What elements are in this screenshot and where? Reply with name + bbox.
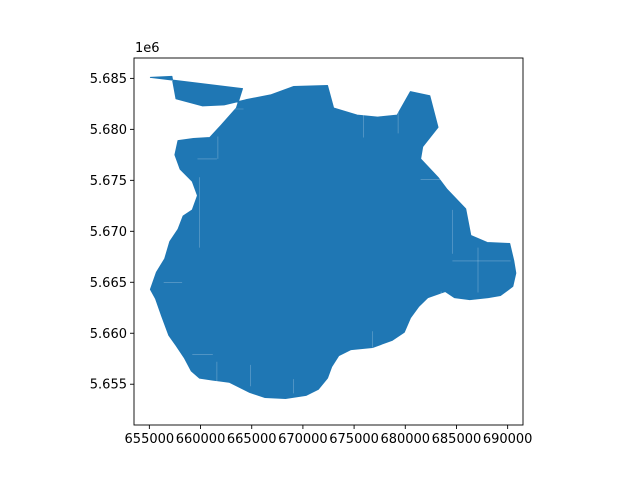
y-offset-label: 1e6 [135,41,160,56]
plot-layer [149,75,517,399]
y-tick-label: 5.660 [90,327,127,342]
region-polygon [149,75,517,399]
x-tick-label: 655000 [125,432,175,447]
x-tick-label: 675000 [329,432,379,447]
x-tick-label: 690000 [483,432,533,447]
y-tick-label: 5.675 [90,174,127,189]
y-tick-label: 5.665 [90,276,127,291]
y-tick-label: 5.680 [90,123,127,138]
axes-frame [133,57,524,426]
x-tick-label: 685000 [432,432,482,447]
y-tick-label: 5.655 [90,378,127,393]
x-tick-label: 665000 [227,432,277,447]
x-tick-label: 670000 [278,432,328,447]
y-tick-label: 5.685 [90,72,127,87]
x-tick-label: 680000 [380,432,430,447]
axis-layer: 655000 660000 665000 670000 675000 680000 6850… [90,57,533,447]
x-tick-label: 660000 [176,432,226,447]
y-tick-label: 5.670 [90,225,127,240]
